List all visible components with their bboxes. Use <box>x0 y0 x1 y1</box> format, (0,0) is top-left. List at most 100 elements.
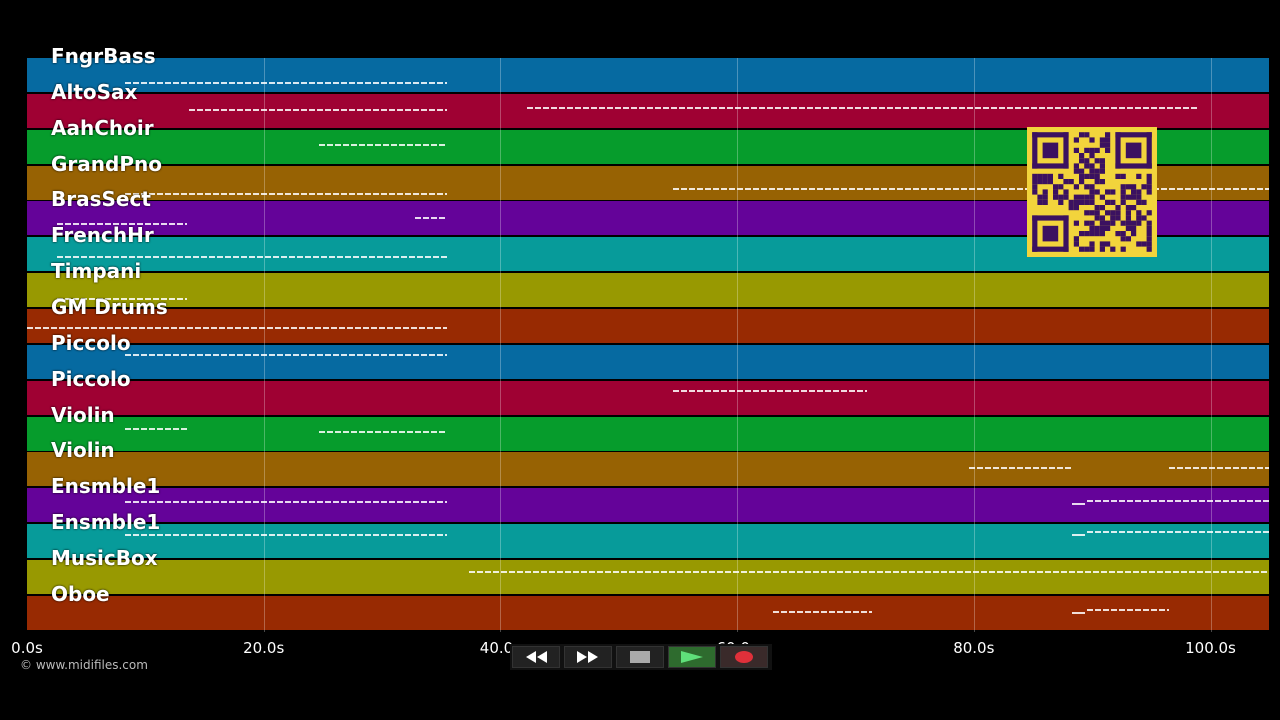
note <box>261 353 267 356</box>
rewind-button[interactable] <box>512 646 560 668</box>
note <box>1143 531 1149 534</box>
note <box>445 353 447 356</box>
track-lane[interactable] <box>27 58 1269 92</box>
note <box>123 326 129 329</box>
note <box>347 326 353 329</box>
note <box>1249 467 1255 470</box>
note <box>237 108 243 111</box>
note <box>137 223 143 226</box>
gridline <box>500 58 502 632</box>
note <box>1185 187 1191 190</box>
note <box>81 223 87 226</box>
note <box>1157 570 1163 573</box>
note <box>315 326 321 329</box>
track-label: Timpani <box>51 259 142 284</box>
note <box>253 82 259 84</box>
note <box>1151 500 1157 503</box>
note <box>965 570 971 573</box>
note <box>261 108 267 111</box>
note <box>245 353 251 356</box>
note <box>1135 500 1141 503</box>
track-lane[interactable] <box>27 524 1269 559</box>
note <box>259 326 265 329</box>
note <box>359 430 365 433</box>
note <box>977 467 983 470</box>
track-lane[interactable] <box>27 416 1269 451</box>
track-label: FngrBass <box>51 44 156 68</box>
note <box>221 192 227 195</box>
note <box>91 326 97 329</box>
track-lane[interactable] <box>27 93 1269 128</box>
note <box>639 106 645 109</box>
note <box>261 82 267 84</box>
note <box>213 82 219 84</box>
track-lane[interactable] <box>27 344 1269 379</box>
note <box>1175 500 1181 503</box>
note <box>805 570 811 573</box>
note <box>269 534 275 537</box>
note <box>293 82 299 84</box>
stop-button[interactable] <box>616 646 664 668</box>
note <box>421 82 427 84</box>
note <box>173 427 179 430</box>
note <box>325 501 331 504</box>
track-lane[interactable] <box>27 595 1269 630</box>
note <box>153 256 159 259</box>
note <box>1095 500 1101 503</box>
note <box>975 106 981 109</box>
note <box>181 192 187 195</box>
record-button[interactable] <box>720 646 768 668</box>
track-lane[interactable] <box>27 559 1269 594</box>
note <box>773 610 779 613</box>
note <box>1215 500 1221 503</box>
note <box>1241 467 1247 470</box>
track-label: Piccolo <box>51 330 131 355</box>
fast-forward-button[interactable] <box>564 646 612 668</box>
note <box>925 570 931 573</box>
note <box>1041 467 1047 470</box>
note <box>687 106 693 109</box>
note <box>277 108 283 111</box>
note <box>901 570 907 573</box>
note <box>43 326 49 329</box>
note <box>841 389 847 392</box>
note <box>437 501 443 504</box>
note <box>149 192 155 195</box>
note <box>813 570 819 573</box>
note <box>349 353 355 356</box>
note <box>793 187 799 190</box>
note <box>1191 500 1197 503</box>
note <box>265 256 271 259</box>
track-lane[interactable] <box>27 380 1269 415</box>
note <box>57 256 63 259</box>
play-button[interactable] <box>668 646 716 668</box>
note <box>395 326 401 329</box>
note <box>165 192 171 195</box>
note <box>1029 570 1035 573</box>
note <box>1201 467 1207 470</box>
note <box>1095 608 1101 611</box>
note <box>985 187 991 190</box>
note <box>1225 467 1231 470</box>
note <box>439 430 445 433</box>
note <box>1233 467 1239 470</box>
track-lane[interactable] <box>27 308 1269 343</box>
note <box>323 326 329 329</box>
track-lane[interactable] <box>27 488 1269 523</box>
stop-icon <box>630 651 650 663</box>
note <box>1065 467 1071 470</box>
track-lane[interactable] <box>27 452 1269 487</box>
note <box>781 610 787 613</box>
note <box>845 610 851 613</box>
note <box>1241 187 1247 190</box>
note <box>1201 187 1207 190</box>
note <box>599 106 605 109</box>
note <box>733 570 739 573</box>
track-lane[interactable] <box>27 273 1269 308</box>
gridline <box>973 58 975 632</box>
note <box>591 106 597 109</box>
note <box>767 106 773 109</box>
note <box>1215 531 1221 534</box>
note <box>751 106 757 109</box>
note <box>769 389 775 392</box>
